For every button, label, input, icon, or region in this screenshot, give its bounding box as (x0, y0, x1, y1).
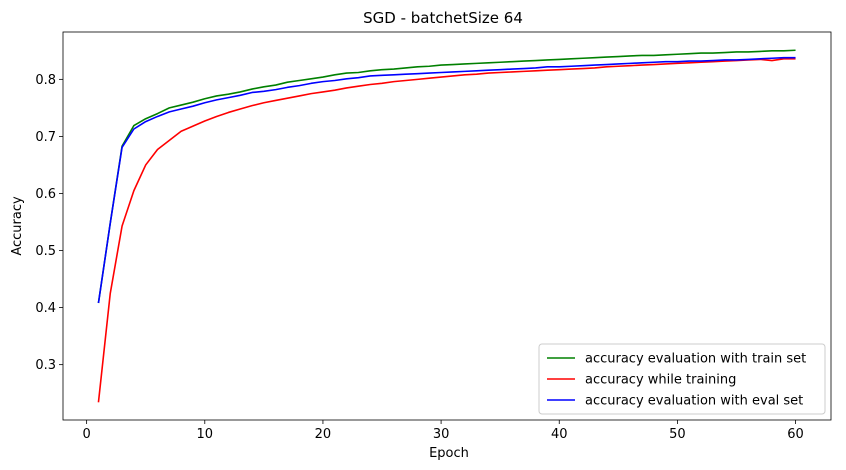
y-tick-label: 0.3 (35, 358, 56, 373)
series-line-3 (97, 56, 796, 304)
chart-title: SGD - batchetSize 64 (363, 9, 523, 27)
y-axis: 0.3 0.4 0.5 0.6 0.7 0.8 (35, 73, 63, 373)
x-tick-label: 0 (82, 427, 90, 442)
y-tick-label: 0.7 (35, 130, 56, 145)
x-tick-label: 60 (787, 427, 804, 442)
legend: accuracy evaluation with train set accura… (538, 343, 826, 415)
x-tick-label: 10 (197, 427, 214, 442)
x-tick-label: 50 (669, 427, 686, 442)
y-tick-label: 0.5 (35, 244, 56, 259)
y-tick-label: 0.4 (35, 301, 56, 316)
x-tick-label: 30 (433, 427, 450, 442)
plot-frame (62, 31, 832, 421)
series-layer (97, 49, 796, 403)
legend-label: accuracy evaluation with train set (585, 352, 806, 367)
legend-box (538, 343, 826, 415)
series-line-1 (97, 49, 796, 304)
legend-label: accuracy evaluation with eval set (585, 394, 803, 409)
x-tick-label: 20 (315, 427, 332, 442)
plot-area (62, 31, 832, 421)
y-axis-label: Accuracy (10, 196, 25, 256)
series-line-2 (97, 58, 796, 403)
x-axis-label: Epoch (429, 446, 469, 461)
y-tick-label: 0.8 (35, 73, 56, 88)
legend-label: accuracy while training (585, 373, 736, 388)
x-axis: 0 10 20 30 40 50 60 (82, 420, 804, 442)
x-tick-label: 40 (551, 427, 568, 442)
y-tick-label: 0.6 (35, 187, 56, 202)
